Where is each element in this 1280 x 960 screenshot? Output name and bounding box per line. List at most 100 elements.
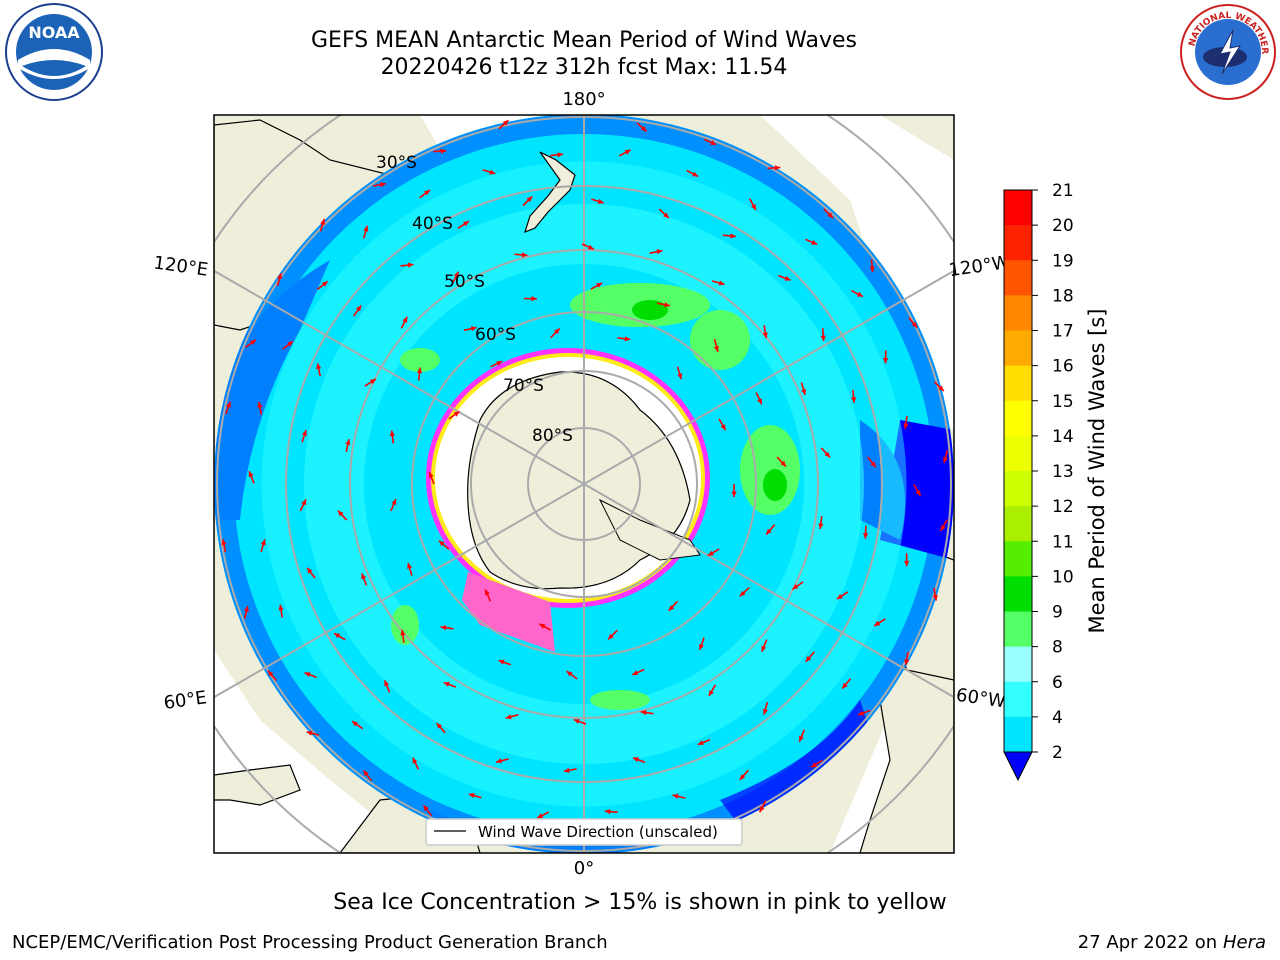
- lat-label-80s: 80°S: [532, 426, 573, 446]
- lat-label-60s: 60°S: [475, 325, 516, 345]
- wave-arrow-head: [818, 523, 824, 529]
- wave-arrow-head: [537, 813, 544, 819]
- wave-arrow-head: [632, 670, 639, 675]
- wave-arrow-head: [664, 302, 670, 308]
- colorbar-tick-label: 10: [1052, 567, 1074, 587]
- colorbar-tick-label: 4: [1052, 708, 1063, 728]
- wave-arrow-head: [820, 335, 826, 342]
- wave-arrow-head: [440, 148, 447, 154]
- wave-arrow-head: [827, 212, 833, 218]
- wave-arrow-head: [677, 373, 683, 380]
- lon-label-60w: 60°W: [955, 685, 1007, 713]
- date-text: 27 Apr 2022 on: [1077, 932, 1223, 953]
- wave-arrow-head: [566, 671, 573, 677]
- wave-arrow-head: [440, 625, 447, 631]
- chart-title: GEFS MEAN Antarctic Mean Period of Wind …: [311, 28, 857, 53]
- wave-arrow-head: [539, 623, 546, 629]
- graticule: [214, 115, 954, 853]
- wave-arrow-head: [302, 430, 307, 436]
- wave-arrow-head: [805, 655, 812, 662]
- wave-arrow-head: [250, 339, 256, 345]
- wave-arrow-head: [640, 710, 647, 716]
- colorbar-tick-label: 14: [1052, 427, 1074, 447]
- wave-arrow-head: [489, 169, 496, 175]
- wind-wave-arrows: [221, 119, 949, 847]
- lon-label-180: 180°: [562, 89, 605, 110]
- wave-arrow-head: [221, 539, 227, 546]
- wave-arrow-head: [799, 735, 804, 742]
- wave-arrow-head: [624, 149, 631, 155]
- africa-land: [858, 659, 954, 853]
- wave-arrow-head: [363, 770, 369, 777]
- wave-arrow-head: [792, 584, 799, 590]
- wave-arrow-head: [345, 439, 351, 445]
- sea-ice-note: Sea Ice Concentration > 15% is shown in …: [333, 890, 947, 915]
- wave-arrow-head: [656, 249, 663, 255]
- wave-arrow-head: [573, 719, 580, 724]
- wave-arrow-head: [278, 604, 284, 611]
- wave-arrow-head: [874, 620, 881, 626]
- colorbar-bin: [1004, 260, 1032, 296]
- colorbar-extend-triangle: [1003, 751, 1033, 782]
- wave-arrow-head: [361, 573, 367, 580]
- wave-arrow-head: [380, 182, 386, 188]
- wave-arrow-head: [416, 367, 423, 374]
- wave-arrow-head: [940, 524, 946, 531]
- wave-arrow-head: [757, 398, 762, 405]
- colorbar-bin: [1004, 365, 1032, 402]
- wave-arrow-head: [260, 539, 266, 546]
- colorbar-bin: [1004, 471, 1032, 507]
- wave-arrow-head: [774, 165, 781, 171]
- map-legend: [425, 818, 743, 846]
- wave-arrow-head: [412, 757, 418, 764]
- wave-arrow-head: [801, 389, 807, 395]
- wave-arrow-head: [692, 171, 699, 177]
- colorbar-tick-label: 12: [1052, 497, 1074, 517]
- wave-arrow-head: [858, 710, 865, 716]
- wave-arrow-head: [355, 305, 362, 312]
- colorbar-tick-label: 9: [1052, 603, 1063, 623]
- wave-arrow-head: [869, 266, 875, 273]
- wave-arrow-head: [496, 758, 502, 764]
- wave-arrow-head: [668, 605, 675, 611]
- wave-arrow-head: [306, 730, 313, 736]
- colorbar-bin: [1004, 506, 1032, 542]
- colorbar-bin: [1004, 400, 1032, 437]
- lat-label-70s: 70°S: [503, 376, 544, 396]
- wave-arrow-head: [407, 262, 414, 268]
- new-zealand-land: [524, 151, 576, 234]
- colorbar-bin: [1004, 611, 1032, 648]
- wave-arrow-head: [400, 629, 406, 636]
- wave-arrow-head: [277, 273, 283, 280]
- wave-arrow-head: [436, 723, 443, 729]
- wave-arrow-head: [604, 809, 611, 815]
- colorbar-tick-label: 13: [1052, 462, 1074, 482]
- wave-arrow-head: [304, 672, 311, 677]
- wave-arrow-head: [863, 533, 869, 539]
- wave-arrow-head: [337, 510, 344, 517]
- wave-arrow-head: [402, 316, 408, 323]
- lat-label-40s: 40°S: [412, 214, 453, 234]
- wave-arrow-head: [563, 767, 570, 773]
- wave-arrow-head: [904, 560, 910, 567]
- wave-arrow-head: [463, 221, 469, 227]
- wave-arrow-head: [713, 345, 719, 352]
- wave-arrow-head: [938, 385, 944, 392]
- lon-label-0: 0°: [574, 858, 594, 879]
- wave-arrow-head: [751, 204, 756, 210]
- wave-arrow-head: [915, 490, 921, 496]
- wave-arrow-head: [257, 401, 263, 408]
- wave-arrow-head: [632, 757, 639, 763]
- noaa-logo: NOAA: [5, 3, 103, 101]
- lon-label-120e: 120°E: [152, 252, 209, 280]
- wave-arrow-head: [708, 690, 714, 696]
- wave-arrow-head: [608, 633, 614, 640]
- wave-arrow-head: [766, 528, 772, 535]
- colorbar-tick-label: 18: [1052, 286, 1074, 306]
- wave-arrow-head: [498, 659, 505, 665]
- wave-arrow-head: [307, 567, 313, 574]
- wave-arrow-head: [640, 125, 647, 132]
- chart-subtitle: 20220426 t12z 312h fcst Max: 11.54: [380, 55, 788, 80]
- wave-arrow-head: [521, 252, 528, 258]
- wave-arrow-head: [453, 271, 459, 278]
